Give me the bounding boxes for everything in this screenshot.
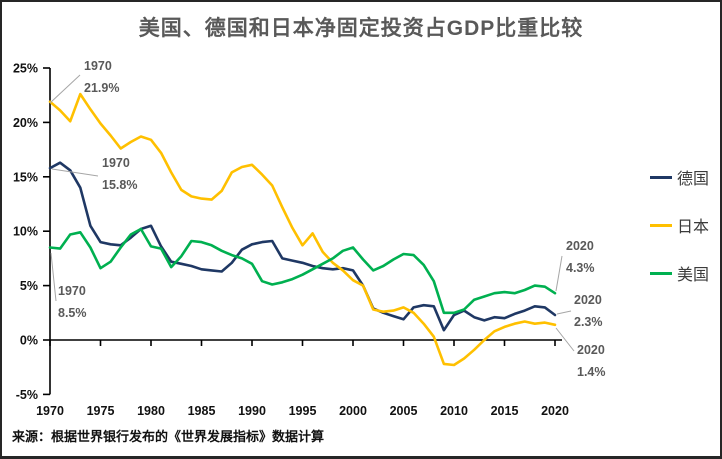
- series-line-japan: [48, 92, 557, 367]
- annotation-leader: [556, 310, 572, 315]
- legend-label-japan: 日本: [677, 219, 710, 236]
- annotation-year: 2020: [566, 239, 594, 253]
- x-tick-label: 1990: [238, 404, 266, 418]
- annotation-year: 1970: [102, 156, 130, 170]
- y-tick-label: 20%: [13, 116, 38, 130]
- annotation-value: 1.4%: [577, 365, 606, 379]
- germany-line-swatch: [650, 175, 672, 179]
- x-tick-label: 2000: [339, 404, 367, 418]
- annotation-value: 15.8%: [102, 178, 137, 192]
- annotation-value: 8.5%: [58, 306, 87, 320]
- source-note: 来源：根据世界银行发布的《世界发展指标》数据计算: [12, 429, 325, 444]
- y-tick-label: 25%: [13, 62, 38, 76]
- annotation-leader: [49, 74, 81, 104]
- annotation-leader: [51, 168, 99, 177]
- x-tick-label: 2015: [491, 404, 519, 418]
- annotation-leader: [555, 255, 563, 292]
- legend-item-usa: 美国: [650, 263, 710, 284]
- legend-item-japan: 日本: [650, 215, 710, 236]
- annotation-value: 2.3%: [574, 315, 603, 329]
- x-tick-label: 2010: [440, 404, 468, 418]
- annotation-year: 1970: [84, 59, 112, 73]
- y-tick-label: 0%: [20, 334, 38, 348]
- x-tick-label: 1970: [36, 404, 64, 418]
- usa-line-swatch: [650, 271, 672, 275]
- legend-item-germany: 德国: [650, 167, 710, 188]
- chart-title: 美国、德国和日本净固定投资占GDP比重比较: [138, 17, 584, 40]
- annotation-year: 1970: [58, 284, 86, 298]
- y-tick-label: 10%: [13, 225, 38, 239]
- annotation-leader: [50, 252, 57, 302]
- y-tick-label: 15%: [13, 170, 38, 184]
- y-tick-label: -5%: [16, 388, 38, 402]
- annotation-year: 2020: [577, 343, 605, 357]
- annotation-leader: [555, 327, 575, 352]
- y-tick-label: 5%: [20, 279, 38, 293]
- x-tick-label: 1975: [87, 404, 115, 418]
- x-tick-label: 1985: [188, 404, 216, 418]
- x-tick-label: 2020: [541, 404, 569, 418]
- x-tick-label: 1980: [137, 404, 165, 418]
- annotation-value: 21.9%: [84, 81, 119, 95]
- legend-label-germany: 德国: [677, 171, 710, 188]
- x-tick-label: 1995: [289, 404, 317, 418]
- annotation-value: 4.3%: [566, 261, 595, 275]
- x-tick-label: 2005: [390, 404, 418, 418]
- legend-label-usa: 美国: [677, 267, 710, 284]
- japan-line-swatch: [650, 223, 672, 227]
- series-line-germany: [48, 161, 557, 332]
- series-line-usa: [48, 227, 557, 315]
- annotation-year: 2020: [574, 293, 602, 307]
